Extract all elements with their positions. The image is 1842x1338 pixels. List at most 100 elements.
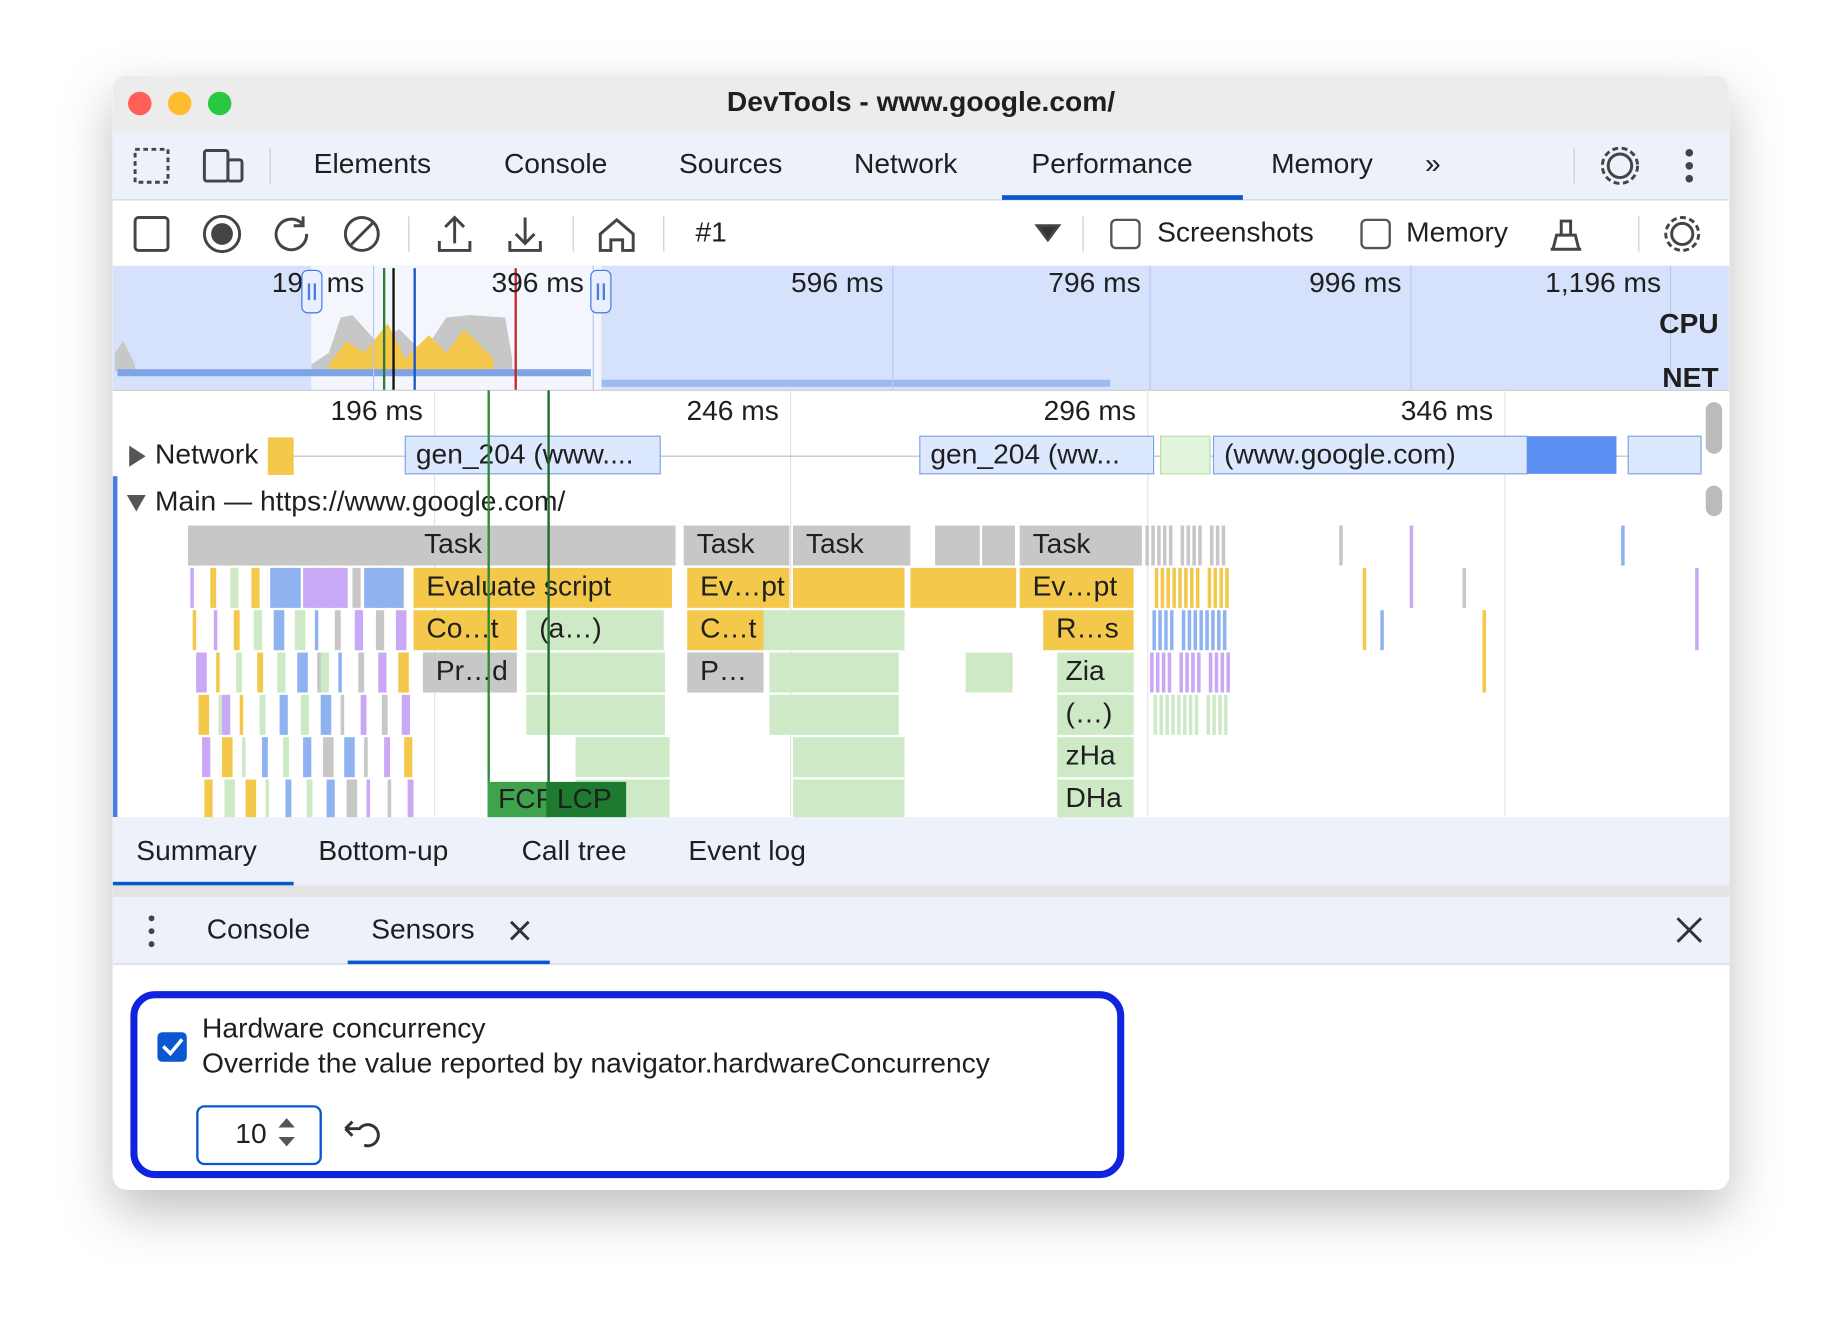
drawer-tab[interactable]: Console	[207, 913, 310, 945]
flame-entry[interactable]	[1019, 567, 1134, 608]
flame-entry	[303, 567, 348, 608]
sidebar-icon[interactable]	[133, 216, 170, 252]
inspect-icon[interactable]	[133, 147, 170, 184]
collapse-arrow[interactable]	[126, 494, 146, 512]
record-icon[interactable]	[202, 214, 242, 254]
range-handle[interactable]	[301, 269, 323, 314]
flame-sliver	[233, 610, 240, 651]
flame-entry-label: Ev…pt	[1033, 569, 1118, 601]
drawer-tab[interactable]: Sensors	[371, 913, 474, 945]
checkbox[interactable]	[1110, 218, 1141, 250]
scrollbar[interactable]	[1705, 485, 1723, 517]
details-tab[interactable]: Summary	[136, 834, 257, 866]
panel-tab[interactable]: Elements	[314, 147, 431, 179]
flame-entry-label: P…	[700, 654, 747, 686]
panel-tab[interactable]: Sources	[679, 147, 782, 179]
range-handle[interactable]	[590, 269, 612, 314]
checkbox-label[interactable]: Memory	[1406, 215, 1509, 247]
flame-entry[interactable]	[792, 525, 911, 566]
flame-entry[interactable]	[411, 525, 676, 566]
minimize-button[interactable]	[167, 91, 192, 116]
dropdown-arrow[interactable]	[1034, 224, 1062, 243]
flame-sliver	[1206, 694, 1210, 735]
flame-sliver	[326, 779, 335, 820]
flame-sliver	[366, 779, 371, 820]
lane-label: NET	[1662, 361, 1718, 393]
zoom-button[interactable]	[207, 91, 232, 116]
settings-icon[interactable]	[1606, 152, 1634, 180]
home-icon[interactable]	[598, 217, 635, 252]
flame-entry[interactable]	[683, 525, 790, 566]
flame-sliver	[261, 737, 268, 778]
panel-tab[interactable]: Performance	[1031, 147, 1192, 179]
flame-entry[interactable]	[413, 567, 672, 608]
flame-sliver	[196, 652, 207, 693]
capture-settings-icon[interactable]	[1670, 221, 1695, 247]
network-request[interactable]	[919, 435, 1155, 475]
flame-sliver	[1165, 694, 1169, 735]
network-request	[267, 437, 294, 476]
flame-chart: Task Task Task Task Evaluate script Ev…pt Ev…p…	[187, 390, 1699, 820]
flame-sliver	[344, 737, 355, 778]
timeline-tick-label: 296 ms	[1044, 394, 1136, 426]
flame-entry[interactable]	[687, 652, 764, 693]
gc-icon[interactable]	[1550, 219, 1582, 251]
flame-entry[interactable]	[1057, 779, 1134, 820]
checkbox[interactable]	[1360, 218, 1391, 250]
flame-sliver	[192, 610, 197, 651]
details-tab[interactable]: Bottom-up	[318, 834, 448, 866]
panel-tab[interactable]: Console	[504, 147, 607, 179]
more-tabs[interactable]: »	[1425, 147, 1441, 179]
details-tab[interactable]: Call tree	[522, 834, 627, 866]
panel-tab[interactable]: Network	[854, 147, 958, 179]
details-tab[interactable]: Event log	[688, 834, 805, 866]
scrollbar[interactable]	[1705, 402, 1723, 454]
download-icon[interactable]	[508, 217, 542, 252]
flame-sliver	[230, 567, 239, 608]
flame-entry-label: Zia	[1065, 654, 1104, 686]
marker[interactable]	[487, 781, 549, 818]
setting-value[interactable]: 10	[235, 1117, 266, 1149]
flame-entry[interactable]	[687, 610, 764, 651]
cpu-graph	[115, 340, 136, 372]
network-request[interactable]	[404, 435, 661, 475]
flame-entry[interactable]	[413, 610, 517, 651]
clear-icon[interactable]	[343, 216, 380, 252]
expand-arrow[interactable]	[129, 445, 146, 467]
drawer-menu[interactable]	[148, 915, 155, 948]
flame-sliver	[1362, 567, 1367, 651]
overview-markers	[382, 268, 517, 391]
close-tab-icon[interactable]	[509, 920, 530, 941]
timeline-tick-label: 196 ms	[331, 394, 423, 426]
checkbox[interactable]	[157, 1032, 187, 1062]
close-drawer-icon[interactable]	[1676, 917, 1703, 943]
flame-sliver	[1161, 652, 1166, 693]
flame-entry[interactable]	[1019, 525, 1142, 566]
marker[interactable]	[546, 781, 627, 818]
profile-select[interactable]: #1	[695, 215, 726, 247]
upload-icon[interactable]	[437, 215, 472, 252]
flame-sliver	[1215, 525, 1220, 566]
flame-sliver	[1213, 567, 1218, 608]
toolbar-separators	[269, 148, 1640, 252]
active-tab-indicator	[1002, 195, 1243, 200]
panel-tab[interactable]: Memory	[1271, 147, 1374, 179]
device-icon-part	[226, 158, 244, 183]
flame-entry[interactable]	[422, 652, 517, 693]
checkbox-label[interactable]: Screenshots	[1157, 215, 1314, 247]
flame-entry[interactable]	[1057, 694, 1134, 735]
number-input[interactable]	[196, 1105, 322, 1166]
flame-entry[interactable]	[1043, 610, 1134, 651]
flame-entry[interactable]	[1057, 652, 1134, 693]
flame-entry[interactable]	[1057, 737, 1134, 778]
spinner[interactable]	[278, 1118, 295, 1147]
reload-icon[interactable]	[274, 216, 309, 252]
reset-icon[interactable]	[344, 1120, 380, 1148]
flame-sliver	[1159, 694, 1163, 735]
flame-entry[interactable]	[687, 567, 790, 608]
menu-icon[interactable]	[1685, 149, 1694, 157]
flame-sliver	[297, 652, 308, 693]
flame-sliver	[323, 737, 334, 778]
flame-sliver	[1154, 567, 1159, 608]
close-button[interactable]	[128, 91, 152, 116]
